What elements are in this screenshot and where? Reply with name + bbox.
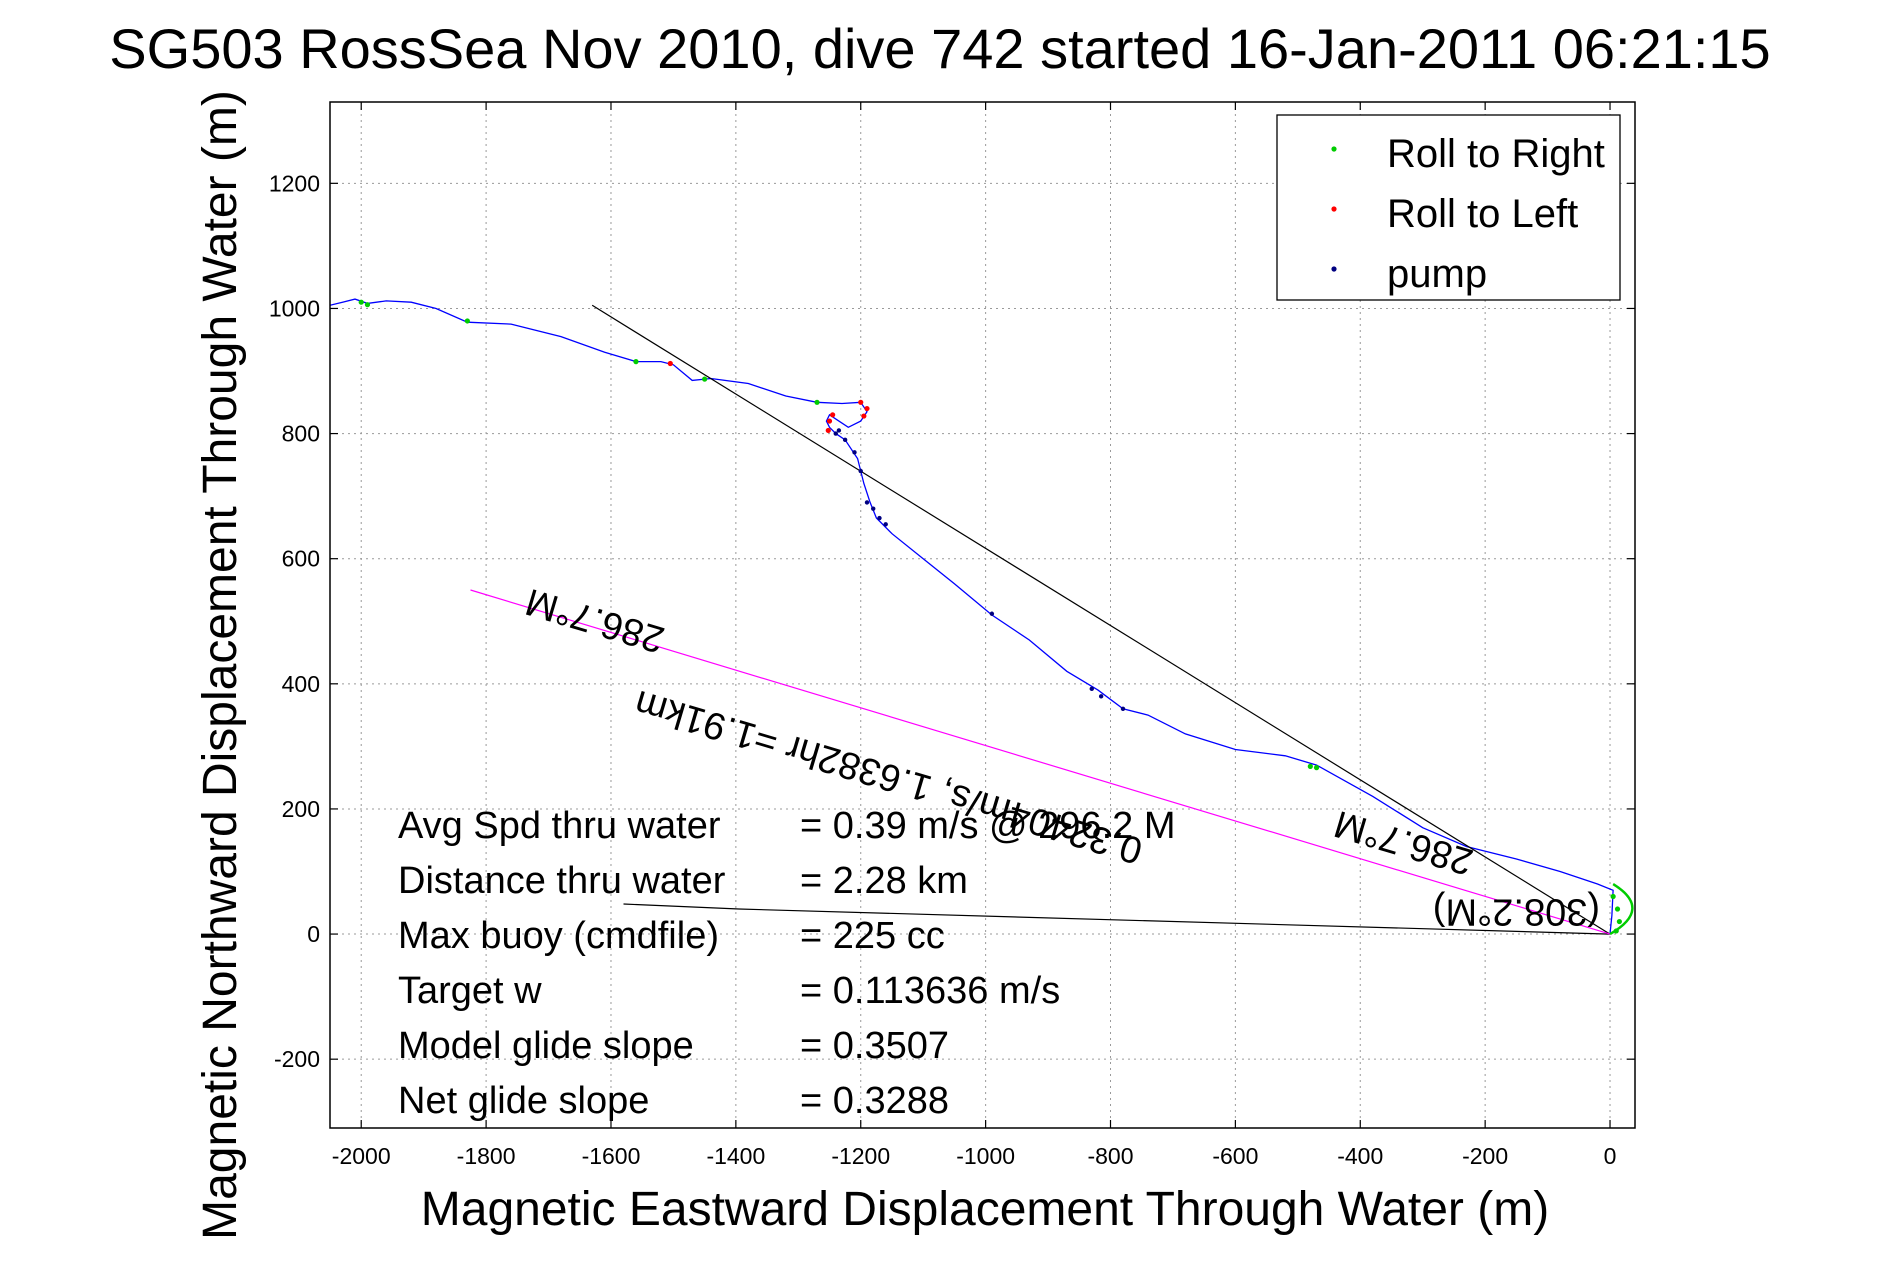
y-tick-label: 800: [282, 421, 320, 447]
x-tick-label: -2000: [332, 1143, 391, 1169]
heading-line: [470, 589, 1611, 935]
pump-point: [842, 437, 848, 443]
pump-point: [1089, 686, 1094, 692]
x-axis-label: Magnetic Eastward Displacement Through W…: [421, 1183, 1549, 1236]
x-tick-label: 0: [1604, 1143, 1617, 1169]
legend: Roll to Right Roll to Left pump: [1276, 114, 1621, 301]
plot-frame: [329, 101, 1636, 1129]
stat-value: = 0.113636 m/s: [800, 970, 1060, 1012]
pump-point: [989, 611, 995, 616]
tick-layer: -2000 -1800 -1600 -1400 -1200 -1000 -800 -600 -4…: [269, 102, 1635, 1169]
roll-right-point: [464, 318, 470, 324]
marker-layer: [358, 299, 1634, 936]
y-tick-label: 600: [282, 546, 320, 572]
x-tick-label: -800: [1087, 1143, 1133, 1169]
pump-point: [836, 428, 842, 433]
roll-right-point: [702, 376, 708, 382]
legend-label: Roll to Right: [1387, 132, 1605, 176]
pump-point: [883, 522, 888, 527]
stat-label: Net glide slope: [398, 1080, 649, 1122]
stat-value: = 0.3507: [800, 1025, 949, 1067]
pump-point: [1098, 694, 1104, 699]
roll-left-point: [830, 412, 836, 418]
pump-point: [852, 450, 857, 455]
current-vector-line: [623, 903, 1611, 935]
roll-left-point: [826, 418, 833, 424]
y-tick-label: 0: [307, 921, 320, 947]
pump-point: [858, 468, 863, 474]
legend-marker: [1331, 266, 1337, 272]
x-tick-label: -1800: [457, 1143, 516, 1169]
pump-point: [864, 500, 870, 505]
roll-right-point: [814, 399, 820, 405]
stat-label: Model glide slope: [398, 1025, 694, 1067]
roll-left-point: [858, 399, 864, 405]
net-displacement-line: [591, 304, 1611, 935]
x-tick-label: -200: [1462, 1143, 1508, 1169]
pump-point: [877, 515, 882, 521]
pump-point: [1120, 706, 1126, 712]
glider-track-line: [330, 298, 1614, 935]
stats-block: Avg Spd thru water = 0.39 m/s @ 296.2 M Di…: [398, 805, 1175, 1122]
y-axis-label: Magnetic Northward Displacement Through …: [194, 90, 247, 1240]
x-tick-label: -400: [1337, 1143, 1383, 1169]
y-tick-label: 1000: [269, 295, 320, 321]
x-tick-label: -1400: [706, 1143, 765, 1169]
legend-label: pump: [1387, 252, 1487, 296]
stat-value: = 2.28 km: [800, 860, 968, 902]
pump-point: [833, 431, 838, 436]
trajectory-annotation: (308.2°M): [1433, 891, 1600, 933]
roll-right-point: [1307, 763, 1313, 769]
chart-title: SG503 RossSea Nov 2010, dive 742 started…: [109, 17, 1770, 80]
series-layer: [330, 298, 1614, 935]
stat-value: = 0.3288: [800, 1080, 949, 1122]
roll-left-point: [864, 405, 870, 412]
stat-value: = 225 cc: [800, 915, 945, 957]
pump-point: [871, 506, 876, 511]
roll-right-arc: [1609, 882, 1634, 936]
legend-marker: [1331, 206, 1337, 212]
stat-label: Distance thru water: [398, 860, 726, 902]
stat-label: Avg Spd thru water: [398, 805, 721, 847]
x-tick-label: -600: [1212, 1143, 1258, 1169]
legend-label: Roll to Left: [1387, 192, 1578, 236]
roll-right-point: [633, 359, 639, 365]
roll-left-point: [825, 427, 831, 434]
roll-left-point: [667, 360, 673, 367]
roll-right-point: [1616, 918, 1622, 925]
legend-marker: [1331, 146, 1337, 152]
x-tick-label: -1000: [956, 1143, 1015, 1169]
roll-left-point: [861, 413, 867, 419]
y-tick-label: -200: [274, 1046, 320, 1072]
roll-right-point: [1313, 765, 1320, 771]
stat-label: Target w: [398, 970, 542, 1012]
x-tick-label: -1200: [831, 1143, 890, 1169]
roll-right-point: [1614, 906, 1621, 912]
y-tick-label: 400: [282, 671, 320, 697]
roll-right-point: [364, 302, 371, 308]
stat-value: = 0.39 m/s @ 296.2 M: [800, 805, 1175, 847]
y-tick-label: 200: [282, 796, 320, 822]
x-tick-label: -1600: [582, 1143, 641, 1169]
roll-right-point: [1610, 893, 1616, 900]
roll-right-point: [358, 299, 364, 305]
y-tick-label: 1200: [269, 170, 320, 196]
stat-label: Max buoy (cmdfile): [398, 915, 719, 957]
